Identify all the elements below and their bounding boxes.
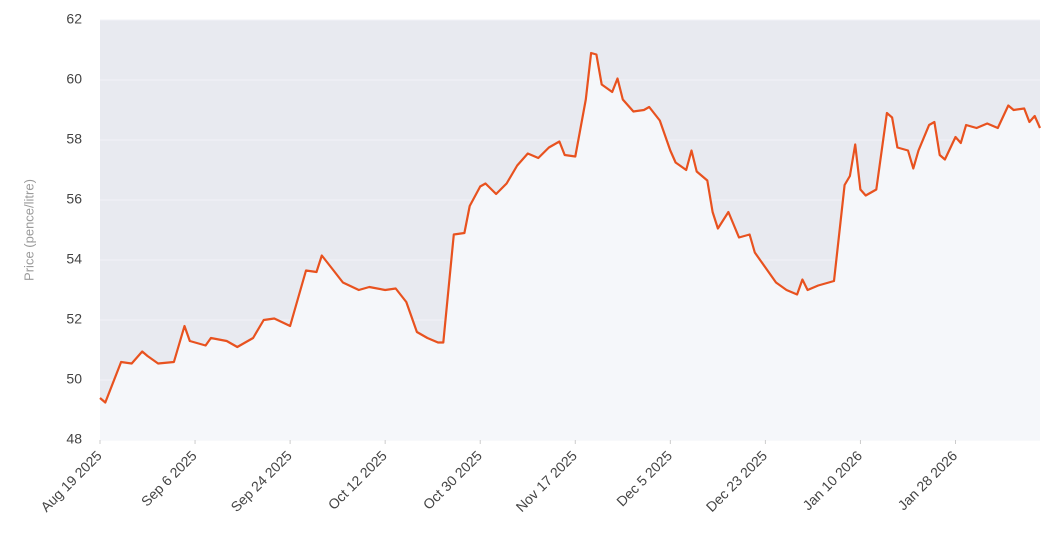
y-tick-label: 48: [66, 431, 82, 447]
x-tick-label: Nov 17 2025: [513, 447, 581, 515]
x-tick-label: Dec 23 2025: [703, 447, 771, 515]
y-tick-label: 58: [66, 131, 82, 147]
x-tick-label: Oct 12 2025: [325, 447, 390, 512]
y-axis-label: Price (pence/litre): [21, 179, 36, 281]
price-line: [99, 51, 1042, 404]
y-tick-label: 52: [66, 311, 82, 327]
x-tick-label: Aug 19 2025: [37, 447, 105, 515]
area-fill: [100, 53, 1040, 440]
x-tick-label: Oct 30 2025: [420, 447, 485, 512]
y-tick-label: 54: [66, 251, 82, 267]
x-tick-label: Jan 10 2026: [799, 447, 865, 513]
x-tick-label: Dec 5 2025: [613, 447, 675, 509]
y-tick-label: 56: [66, 191, 82, 207]
y-tick-label: 50: [66, 371, 82, 387]
x-tick-label: Jan 28 2026: [894, 447, 960, 513]
y-tick-label: 60: [66, 71, 82, 87]
y-tick-label: 62: [66, 11, 82, 27]
x-tick-label: Sep 6 2025: [138, 447, 200, 509]
x-tick-label: Sep 24 2025: [227, 447, 295, 515]
